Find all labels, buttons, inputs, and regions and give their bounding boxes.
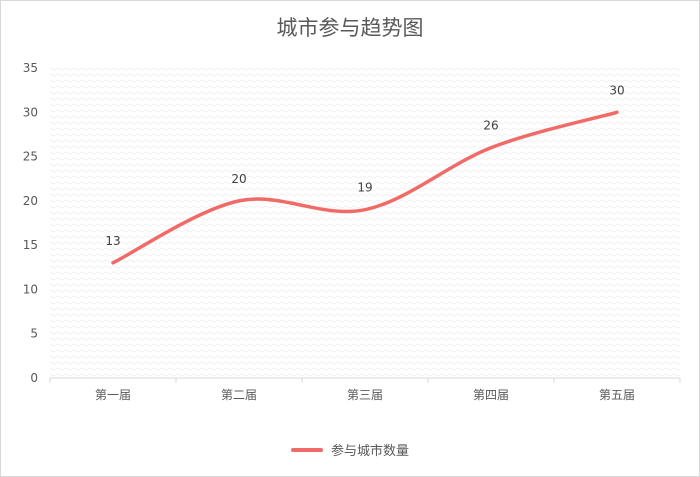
x-tick-label: 第三届 — [347, 388, 383, 402]
y-tick-label: 10 — [23, 282, 38, 296]
legend-label: 参与城市数量 — [330, 444, 409, 459]
y-tick-label: 25 — [23, 150, 38, 164]
y-tick-label: 30 — [23, 105, 38, 119]
x-tick-label: 第一届 — [95, 388, 131, 402]
data-label: 30 — [609, 83, 624, 97]
data-label: 13 — [105, 234, 120, 248]
legend: 参与城市数量 — [0, 440, 700, 459]
y-tick-label: 35 — [23, 61, 38, 75]
x-tick-label: 第二届 — [221, 388, 257, 402]
series-line — [111, 110, 619, 265]
y-tick-label: 5 — [30, 327, 38, 341]
y-tick-label: 15 — [23, 238, 38, 252]
data-label: 20 — [231, 172, 246, 186]
plot-area — [50, 68, 680, 378]
x-tick-label: 第四届 — [473, 388, 509, 402]
x-tick-label: 第五届 — [599, 388, 635, 402]
y-tick-label: 0 — [30, 371, 38, 385]
legend-swatch — [290, 447, 323, 452]
chart-title: 城市参与趋势图 — [276, 16, 424, 40]
data-label: 26 — [483, 119, 498, 133]
data-label: 19 — [357, 181, 372, 195]
y-tick-label: 20 — [23, 194, 38, 208]
